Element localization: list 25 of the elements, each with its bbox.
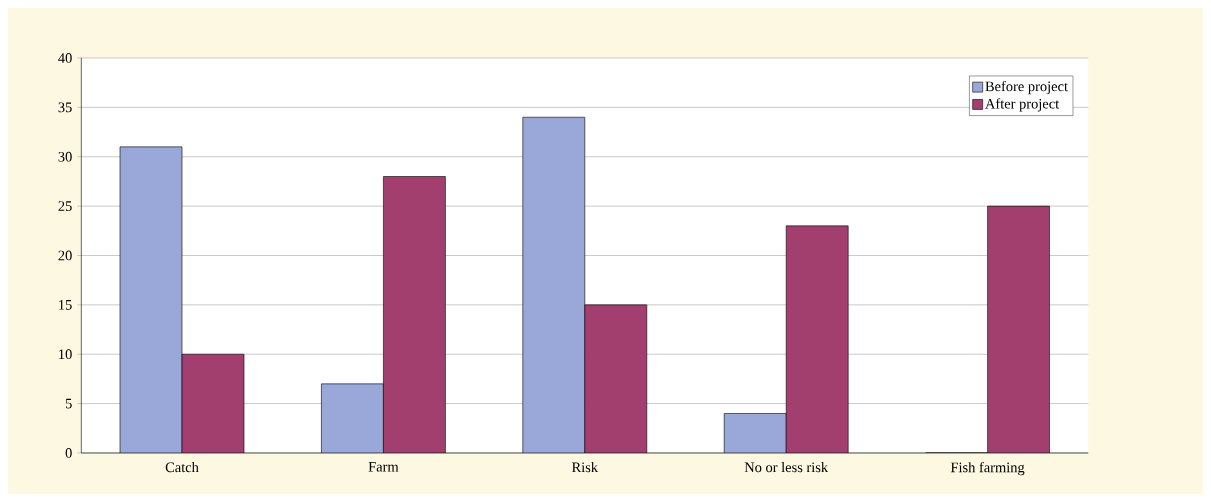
x-tick-label: No or less risk — [744, 461, 829, 473]
y-tick-label: 30 — [58, 151, 72, 162]
legend-label: Before project — [985, 80, 1068, 95]
bar — [321, 383, 384, 453]
x-tick-label: Farm — [368, 461, 399, 472]
y-tick-label: 40 — [58, 53, 72, 63]
y-tick-label: 35 — [58, 102, 72, 113]
bar — [786, 225, 849, 453]
x-tick-label: Catch — [165, 461, 199, 473]
y-tick-label: 25 — [58, 201, 72, 211]
x-tick-label: Risk — [571, 461, 599, 473]
bar — [724, 413, 787, 453]
y-tick-label: 20 — [58, 250, 72, 261]
x-tick-label: Fish farming — [950, 462, 1025, 476]
bar — [987, 205, 1050, 453]
bar — [584, 304, 647, 453]
bar — [383, 176, 446, 453]
bar — [120, 146, 183, 453]
y-tick-label: 15 — [59, 300, 72, 310]
bar — [182, 354, 245, 453]
legend-label: After project — [985, 98, 1060, 112]
y-tick-label: 10 — [59, 349, 72, 360]
bar — [522, 117, 585, 453]
y-tick-label: 0 — [65, 448, 72, 458]
y-tick-label: 5 — [65, 398, 72, 409]
